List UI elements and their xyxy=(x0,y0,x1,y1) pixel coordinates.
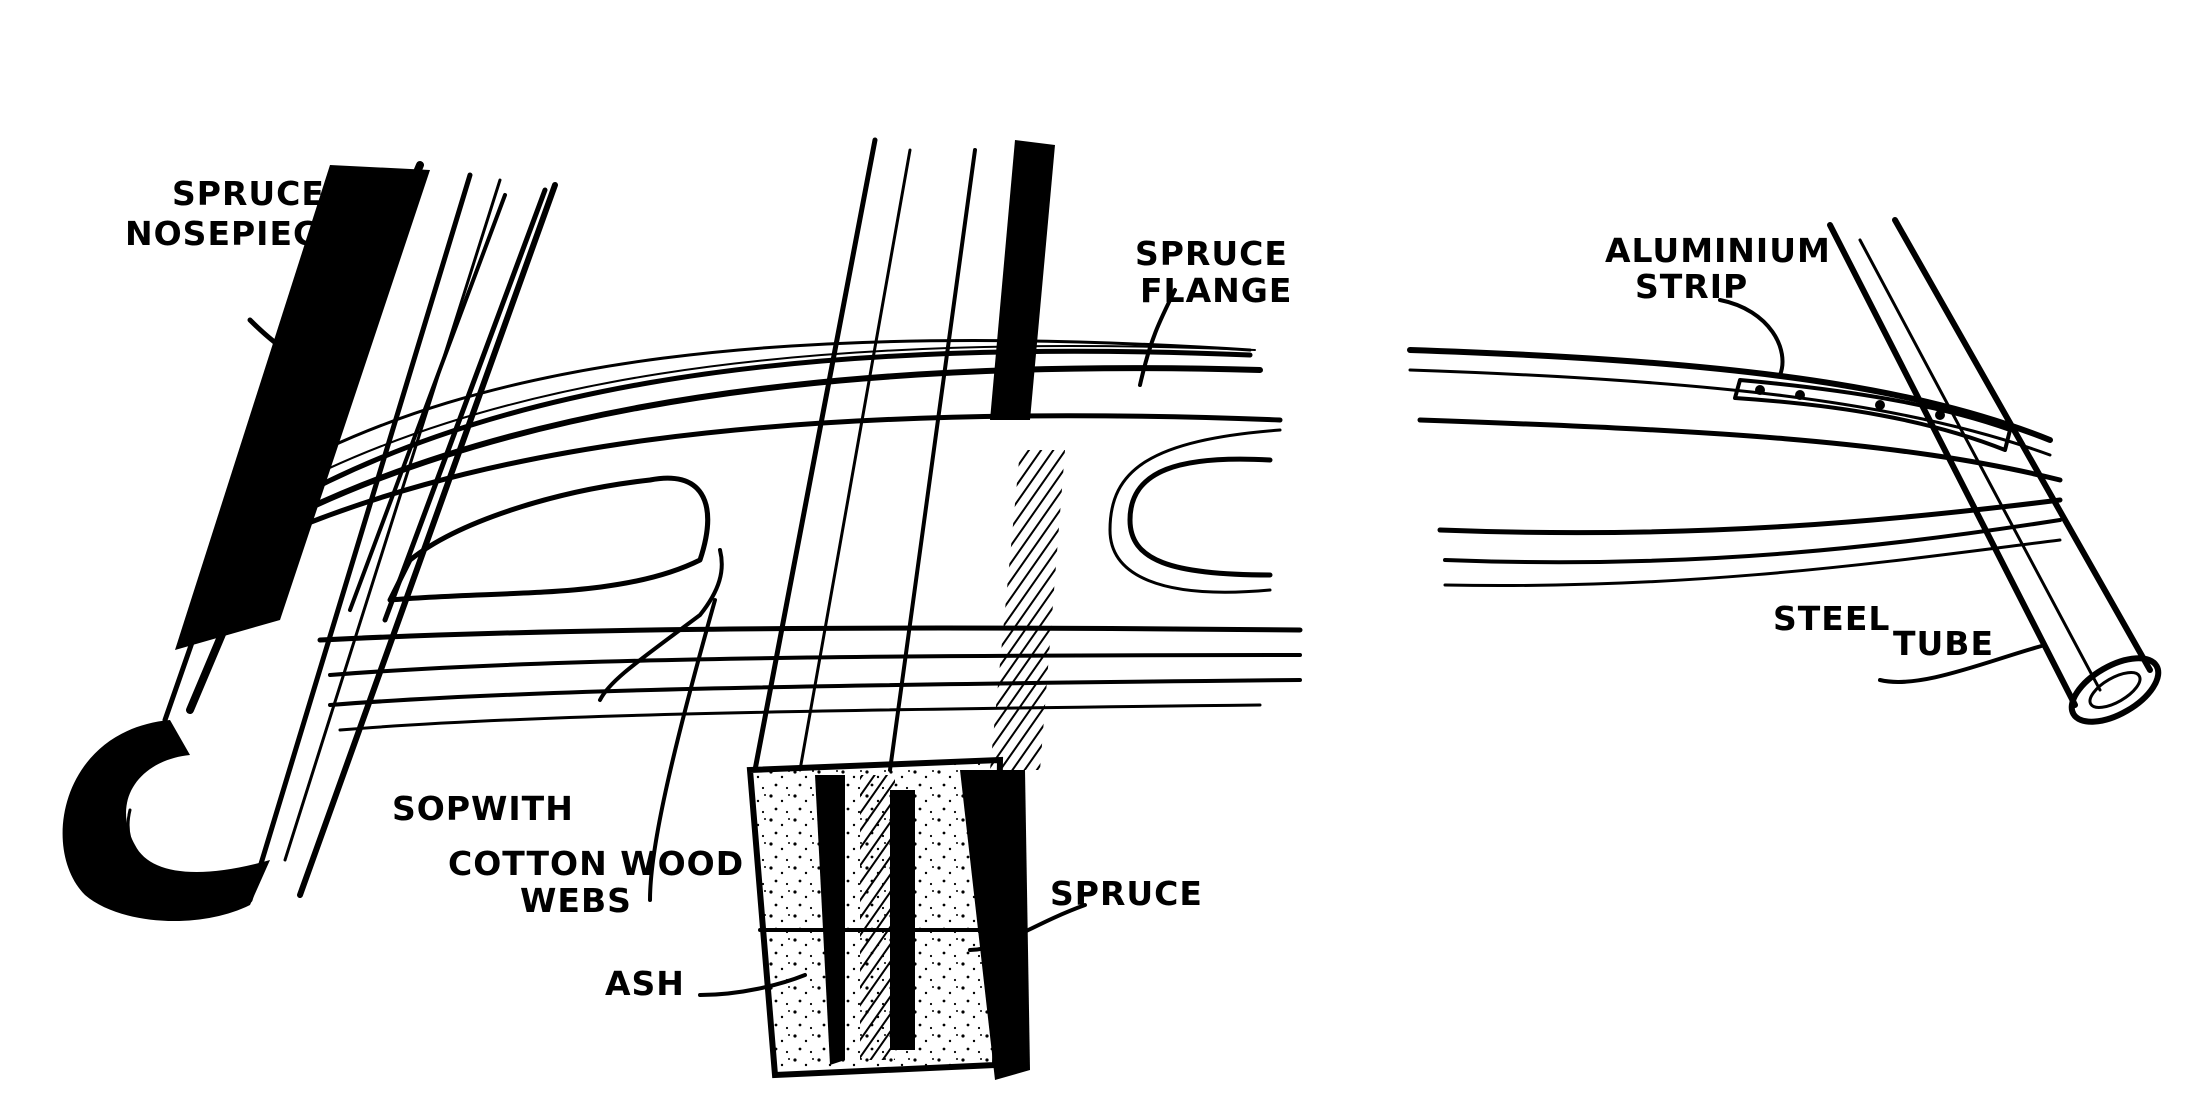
leader-lines xyxy=(247,288,2047,997)
main-spar xyxy=(746,137,1065,1080)
label-sopwith: SOPWITH xyxy=(392,789,574,828)
label-cotton-wood-webs-2: WEBS xyxy=(520,881,632,920)
label-steel-tube-2: TUBE xyxy=(1893,624,1994,663)
spruce-flange xyxy=(242,338,1283,553)
lower-boom xyxy=(317,625,1303,732)
steel-tube-assembly xyxy=(1407,217,2162,725)
spruce-nosepiece-spar xyxy=(62,161,558,922)
web-lightening-holes xyxy=(387,428,1282,603)
label-aluminium-strip-2: STRIP xyxy=(1635,267,1748,306)
leading-strut xyxy=(348,187,548,623)
label-spruce-flange-2: FLANGE xyxy=(1140,271,1292,310)
label-ash: ASH xyxy=(605,964,685,1003)
label-steel-tube-1: STEEL xyxy=(1773,599,1890,638)
label-cotton-wood-webs-1: COTTON WOOD xyxy=(448,844,744,883)
label-aluminium-strip-1: ALUMINIUM xyxy=(1605,231,1831,270)
label-spruce-flange-1: SPRUCE xyxy=(1135,234,1288,273)
labels: SPRUCE NOSEPIECE SPRUCE FLANGE SOPWITH C… xyxy=(125,174,1994,1003)
label-spruce-nosepiece-1: SPRUCE xyxy=(172,174,325,213)
label-spruce: SPRUCE xyxy=(1050,874,1203,913)
label-spruce-nosepiece-2: NOSEPIECE xyxy=(125,214,342,253)
